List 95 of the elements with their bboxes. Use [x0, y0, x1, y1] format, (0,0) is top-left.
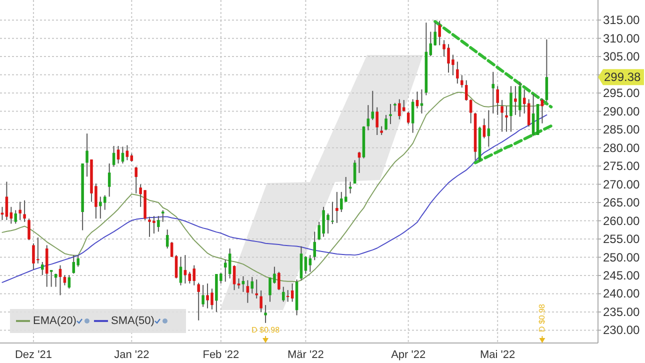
candlestick — [264, 304, 267, 324]
y-tick-label: 315.00 — [603, 13, 640, 28]
candlestick — [460, 74, 464, 88]
candlestick — [18, 201, 22, 221]
candlestick — [469, 98, 472, 124]
y-tick-label: 250.00 — [603, 250, 640, 264]
candlestick — [482, 118, 486, 139]
candlestick — [366, 104, 370, 131]
y-tick-label: 280.00 — [603, 140, 640, 155]
line-series — [434, 20, 553, 108]
y-tick-label: 240.00 — [603, 286, 640, 301]
candlestick — [282, 286, 285, 302]
candlestick — [402, 99, 406, 112]
candlestick — [500, 99, 504, 132]
y-tick-label: 295.00 — [603, 86, 640, 100]
candlestick — [157, 216, 160, 232]
candlestick — [63, 274, 66, 286]
legend-label: EMA(20) — [33, 315, 76, 327]
candlestick — [41, 261, 44, 276]
candlestick — [376, 106, 378, 136]
legend-label: SMA(50) — [111, 315, 154, 327]
x-tick-label: Apr '22 — [391, 349, 426, 361]
candlestick — [224, 258, 227, 282]
y-tick-label: 245.00 — [603, 268, 640, 282]
candlestick — [464, 80, 468, 102]
candlestick — [514, 86, 517, 116]
candlestick — [197, 282, 200, 321]
candlestick — [308, 254, 312, 272]
y-tick-label: 305.00 — [603, 50, 640, 64]
candlestick — [492, 71, 495, 114]
candlestick — [126, 144, 129, 161]
candlestick — [353, 160, 356, 184]
candlestick — [290, 283, 294, 302]
y-tick-label: 290.00 — [603, 104, 640, 118]
candlestick — [23, 200, 26, 222]
candlestick — [456, 61, 459, 84]
candlestick — [28, 218, 30, 241]
candlestick — [313, 231, 316, 261]
candlestick — [192, 264, 196, 286]
annotation: D $0.98 — [538, 303, 547, 332]
candlestick — [438, 20, 441, 46]
candlestick — [162, 210, 164, 222]
candlestick — [304, 256, 308, 274]
candlestick — [134, 166, 138, 194]
y-tick-label: 230.00 — [603, 323, 640, 338]
candlestick — [545, 38, 548, 102]
candlestick — [510, 86, 512, 132]
candlestick — [228, 248, 232, 279]
candlestick — [58, 264, 62, 296]
candlestick — [278, 271, 280, 291]
candlestick — [50, 270, 53, 288]
candlestick — [371, 90, 374, 121]
candlestick — [255, 279, 258, 299]
candlestick — [260, 290, 262, 312]
x-tick-label: Mai '22 — [480, 349, 516, 361]
x-tick-label: Mär '22 — [288, 349, 324, 361]
y-tick-label: 270.00 — [603, 177, 640, 192]
candlestick — [116, 145, 120, 164]
candlestick — [86, 133, 88, 178]
y-tick-label: 260.00 — [603, 214, 640, 228]
y-tick-label: 235.00 — [603, 304, 640, 319]
y-tick-label: 255.00 — [603, 232, 640, 246]
candlestick — [384, 114, 388, 131]
candlestick — [242, 276, 245, 292]
candlestick — [0, 206, 4, 221]
candlestick — [331, 201, 334, 225]
candlestick — [14, 210, 18, 224]
candlestick — [336, 191, 338, 224]
candlestick — [5, 181, 8, 221]
candlestick — [170, 241, 174, 258]
candlestick — [232, 264, 236, 291]
text: 299.38 — [604, 70, 642, 84]
y-tick-label: 265.00 — [603, 196, 640, 210]
candlestick — [532, 94, 535, 137]
candlestick — [202, 284, 204, 308]
candlestick — [108, 162, 111, 198]
candlestick — [411, 98, 414, 134]
candlestick — [174, 254, 178, 279]
candlestick — [188, 271, 192, 284]
candlestick — [496, 86, 499, 116]
x-tick-label: Dez '21 — [14, 349, 52, 361]
x-tick-label: Feb '22 — [202, 349, 240, 361]
candlestick — [72, 254, 76, 274]
candlestick — [389, 103, 392, 125]
candlestick — [179, 256, 182, 286]
candlestick — [237, 278, 240, 290]
candlestick — [112, 145, 116, 168]
y-tick-label: 310.00 — [603, 31, 640, 46]
x-tick-label: Jan '22 — [114, 349, 150, 361]
candlestick — [103, 194, 106, 210]
y-tick-label: 275.00 — [603, 159, 640, 174]
candlestick — [340, 191, 343, 213]
annotation: D $0.98 — [252, 326, 280, 334]
y-tick-label: 285.00 — [603, 122, 640, 137]
candlestick — [505, 106, 508, 132]
